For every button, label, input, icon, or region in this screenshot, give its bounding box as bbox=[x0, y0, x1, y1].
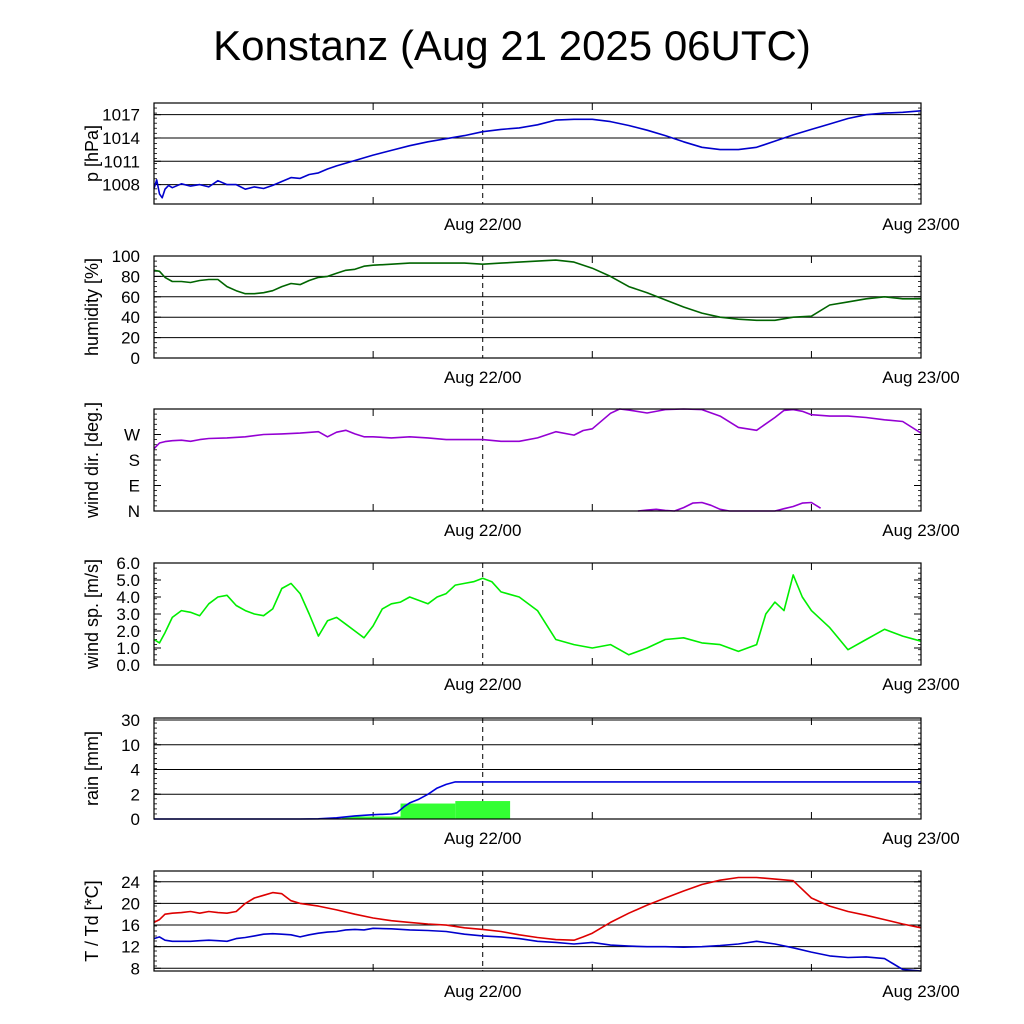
panel-frame bbox=[153, 255, 922, 359]
x-tick-label: Aug 22/00 bbox=[444, 982, 522, 1001]
series-line-0 bbox=[153, 259, 921, 322]
y-tick-label: 8 bbox=[131, 959, 140, 978]
y-tick-label: 1014 bbox=[102, 129, 140, 148]
y-tick-label: W bbox=[124, 426, 140, 445]
panel-frame bbox=[153, 717, 922, 820]
y-tick-label: 1011 bbox=[103, 152, 140, 171]
y-tick-label: 20 bbox=[121, 329, 140, 348]
series-line-0 bbox=[154, 781, 921, 820]
panel-4: 0 2 4 10 30 rain [mm] Aug 22/00 Aug 23/00 bbox=[82, 711, 960, 848]
y-tick-label: 0 bbox=[131, 349, 140, 368]
y-tick-label: 30 bbox=[121, 711, 140, 730]
panel-frame bbox=[153, 102, 922, 205]
y-tick-label: 2.0 bbox=[116, 622, 140, 641]
x-tick-label: Aug 23/00 bbox=[882, 982, 960, 1001]
rain-bar bbox=[400, 803, 456, 819]
y-tick-label: 40 bbox=[121, 308, 140, 327]
y-tick-label: 0.0 bbox=[116, 656, 140, 675]
series-line-0 bbox=[153, 408, 922, 450]
x-tick-label: Aug 23/00 bbox=[882, 675, 960, 694]
x-tick-label: Aug 23/00 bbox=[882, 521, 960, 540]
x-tick-label: Aug 23/00 bbox=[882, 368, 960, 387]
panel-frame bbox=[153, 562, 922, 666]
series-line-0 bbox=[153, 110, 922, 199]
y-tick-label: 20 bbox=[121, 894, 140, 913]
y-axis-label: humidity [%] bbox=[82, 258, 102, 356]
panel-3: 0.01.02.03.04.05.06.0 wind sp. [m/s] Aug 2… bbox=[82, 554, 960, 694]
panel-frame bbox=[153, 870, 922, 972]
y-tick-label: 4 bbox=[131, 761, 140, 780]
chart-title: Konstanz (Aug 21 2025 06UTC) bbox=[213, 22, 811, 69]
panel-frame bbox=[153, 408, 922, 512]
y-axis-label: wind sp. [m/s] bbox=[82, 559, 102, 670]
x-tick-label: Aug 22/00 bbox=[444, 829, 522, 848]
y-tick-label: 24 bbox=[121, 873, 140, 892]
x-tick-label: Aug 22/00 bbox=[444, 215, 522, 234]
y-axis-label: wind dir. [deg.] bbox=[82, 402, 102, 519]
y-tick-label: S bbox=[129, 451, 140, 470]
rain-bar bbox=[342, 816, 401, 819]
y-tick-label: 4.0 bbox=[116, 588, 140, 607]
x-tick-label: Aug 22/00 bbox=[444, 368, 522, 387]
y-tick-label: 100 bbox=[112, 247, 140, 266]
y-axis-label: T / Td [*C] bbox=[82, 880, 102, 961]
y-tick-label: 1008 bbox=[102, 176, 140, 195]
y-tick-label: 5.0 bbox=[116, 571, 140, 590]
x-tick-label: Aug 23/00 bbox=[882, 215, 960, 234]
series-line-0 bbox=[153, 574, 922, 656]
series-line-0 bbox=[153, 876, 922, 942]
series-line-1 bbox=[153, 927, 922, 972]
y-tick-label: 16 bbox=[121, 916, 140, 935]
y-tick-label: 2 bbox=[131, 785, 140, 804]
y-tick-label: 0 bbox=[131, 810, 140, 829]
y-tick-label: 1.0 bbox=[116, 639, 140, 658]
y-axis-label: p [hPa] bbox=[82, 125, 102, 182]
y-tick-label: 12 bbox=[121, 938, 140, 957]
y-tick-label: 60 bbox=[121, 288, 140, 307]
panel-5: 8 12 16 20 24 T / Td [*C] Aug 22/00 Aug 23/00 bbox=[82, 870, 960, 1001]
rain-bar bbox=[455, 801, 511, 819]
series-line-1 bbox=[637, 501, 822, 512]
y-tick-label: 6.0 bbox=[116, 554, 140, 573]
x-tick-label: Aug 23/00 bbox=[882, 829, 960, 848]
y-tick-label: 1017 bbox=[102, 106, 140, 125]
y-axis-label: rain [mm] bbox=[82, 731, 102, 806]
y-tick-label: E bbox=[129, 477, 140, 496]
x-tick-label: Aug 22/00 bbox=[444, 675, 522, 694]
y-tick-label: 80 bbox=[121, 267, 140, 286]
y-tick-label: 3.0 bbox=[116, 605, 140, 624]
y-tick-label: 10 bbox=[121, 736, 140, 755]
x-tick-label: Aug 22/00 bbox=[444, 521, 522, 540]
y-tick-label: N bbox=[128, 502, 140, 521]
